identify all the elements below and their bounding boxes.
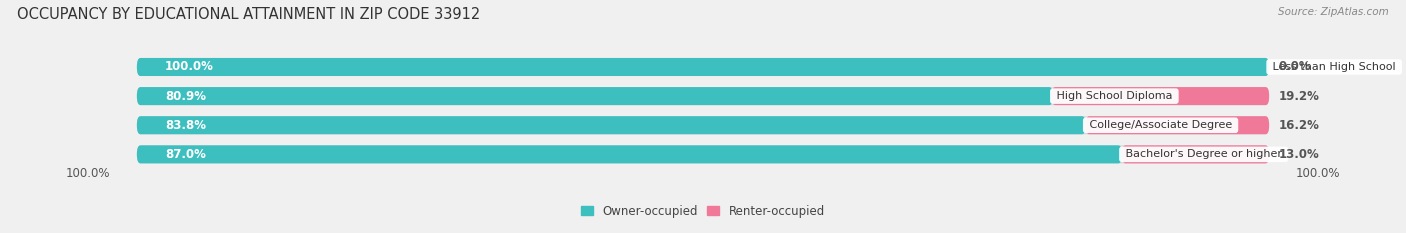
Text: High School Diploma: High School Diploma [1053,91,1175,101]
Text: Bachelor's Degree or higher: Bachelor's Degree or higher [1122,149,1285,159]
FancyBboxPatch shape [136,116,1270,134]
Text: Source: ZipAtlas.com: Source: ZipAtlas.com [1278,7,1389,17]
Text: OCCUPANCY BY EDUCATIONAL ATTAINMENT IN ZIP CODE 33912: OCCUPANCY BY EDUCATIONAL ATTAINMENT IN Z… [17,7,479,22]
FancyBboxPatch shape [136,87,1053,105]
Text: 100.0%: 100.0% [165,61,214,73]
FancyBboxPatch shape [1122,145,1270,163]
FancyBboxPatch shape [136,145,1122,163]
Text: College/Associate Degree: College/Associate Degree [1085,120,1236,130]
FancyBboxPatch shape [136,116,1085,134]
Legend: Owner-occupied, Renter-occupied: Owner-occupied, Renter-occupied [581,205,825,218]
Text: 80.9%: 80.9% [165,90,207,103]
Text: 19.2%: 19.2% [1278,90,1319,103]
Text: 16.2%: 16.2% [1278,119,1319,132]
FancyBboxPatch shape [136,145,1270,163]
Text: 87.0%: 87.0% [165,148,207,161]
FancyBboxPatch shape [136,87,1270,105]
Text: Less than High School: Less than High School [1270,62,1399,72]
Text: 0.0%: 0.0% [1278,61,1310,73]
Text: 13.0%: 13.0% [1278,148,1319,161]
FancyBboxPatch shape [136,58,1270,76]
Text: 83.8%: 83.8% [165,119,207,132]
FancyBboxPatch shape [1052,87,1270,105]
FancyBboxPatch shape [136,58,1270,76]
Text: 100.0%: 100.0% [1296,167,1340,180]
Text: 100.0%: 100.0% [66,167,110,180]
FancyBboxPatch shape [1085,116,1270,134]
